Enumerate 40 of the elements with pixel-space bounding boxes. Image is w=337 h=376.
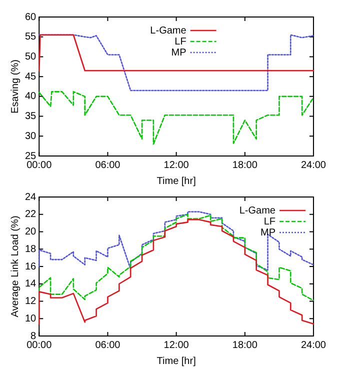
x-tick-label: 00:00 <box>26 340 52 351</box>
y-axis-title: Esaving (%) <box>10 60 21 114</box>
x-tick-label: 24:00 <box>300 340 326 351</box>
x-tick-label: 18:00 <box>232 340 258 351</box>
y-tick-label: 50 <box>25 51 37 62</box>
y-tick-label: 35 <box>25 111 37 122</box>
y-tick-label: 14 <box>25 278 37 290</box>
legend-label: L-Game <box>150 25 187 36</box>
y-tick-label: 25 <box>25 150 37 162</box>
y-tick-label: 45 <box>25 71 37 82</box>
x-axis-title: Time [hr] <box>156 176 196 187</box>
y-tick-label: 18 <box>25 244 37 255</box>
y-tick-label: 30 <box>25 130 37 142</box>
x-tick-label: 18:00 <box>232 160 258 171</box>
y-tick-label: 40 <box>25 91 37 102</box>
y-tick-label: 22 <box>25 209 37 220</box>
legend-label: MP <box>260 227 276 238</box>
line-series <box>38 91 314 145</box>
y-tick-label: 20 <box>25 226 37 238</box>
x-tick-label: 24:00 <box>300 160 326 171</box>
y-tick-label: 10 <box>25 313 37 324</box>
legend-label: MP <box>171 47 187 58</box>
line-series <box>38 214 314 302</box>
x-axis-title: Time [hr] <box>156 356 196 367</box>
line-series <box>38 34 314 92</box>
y-axis-title: Average Link Load (%) <box>10 216 21 318</box>
x-tick-label: 12:00 <box>164 340 190 351</box>
y-tick-label: 8 <box>30 330 37 342</box>
legend-label: LF <box>174 36 186 48</box>
y-tick-label: 12 <box>25 296 37 307</box>
legend-label: L-Game <box>239 205 276 216</box>
y-tick-label: 55 <box>25 32 37 43</box>
x-tick-label: 00:00 <box>26 160 52 171</box>
x-tick-label: 12:00 <box>164 160 190 171</box>
x-tick-label: 06:00 <box>95 160 121 171</box>
x-tick-label: 06:00 <box>95 340 121 351</box>
y-tick-label: 24 <box>25 192 37 203</box>
y-tick-label: 16 <box>25 261 37 272</box>
legend-label: LF <box>264 216 276 228</box>
y-tick-label: 60 <box>25 12 37 23</box>
